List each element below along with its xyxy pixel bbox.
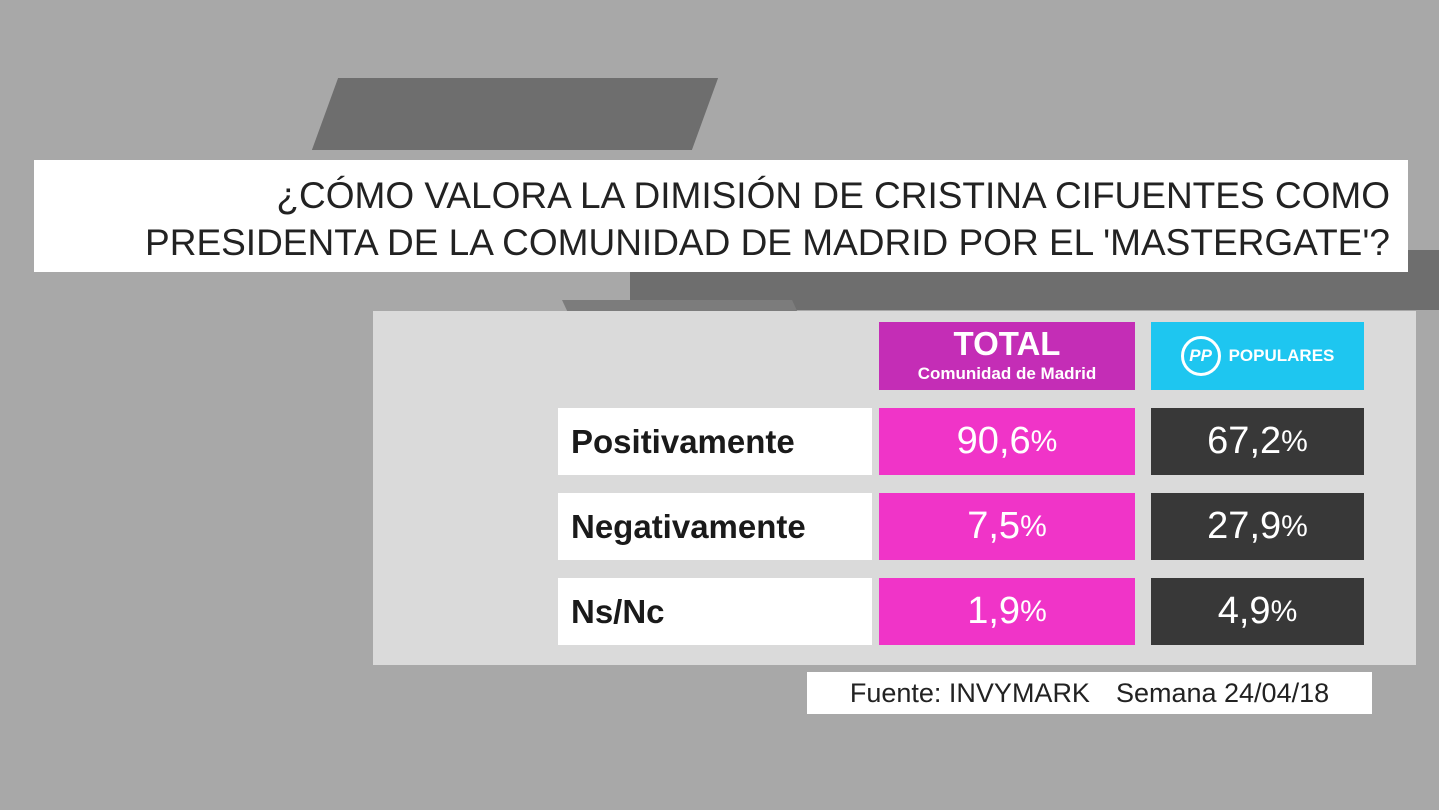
title-line: ¿CÓMO VALORA LA DIMISIÓN DE CRISTINA CIF… xyxy=(276,175,1390,216)
value-cell: 4,9% xyxy=(1151,578,1364,645)
column-header: PP POPULARES xyxy=(1151,322,1364,390)
unit: % xyxy=(1020,509,1047,543)
column-header: TOTAL Comunidad de Madrid xyxy=(879,322,1135,390)
value-cell: 7,5% xyxy=(879,493,1135,560)
value-cell: 27,9% xyxy=(1151,493,1364,560)
value-cell: 1,9% xyxy=(879,578,1135,645)
value-cell: 90,6% xyxy=(879,408,1135,475)
date: Semana 24/04/18 xyxy=(1115,677,1330,708)
value: 27,9 xyxy=(1207,505,1282,547)
row-label: Positivamente xyxy=(558,408,872,475)
title: ¿CÓMO VALORA LA DIMISIÓN DE CRISTINA CIF… xyxy=(34,160,1408,272)
unit: % xyxy=(1270,594,1298,628)
background-shape xyxy=(311,78,719,150)
value: 67,2 xyxy=(1207,420,1282,462)
party-logo: PP xyxy=(1180,336,1221,376)
column-subtitle: Comunidad de Madrid xyxy=(917,364,1097,383)
column-title: TOTAL xyxy=(953,325,1061,362)
value-cell: 67,2% xyxy=(1151,408,1364,475)
value: 4,9 xyxy=(1217,590,1271,632)
unit: % xyxy=(1020,594,1047,628)
row-label: Negativamente xyxy=(558,493,872,560)
title-line: PRESIDENTA DE LA COMUNIDAD DE MADRID POR… xyxy=(145,222,1390,263)
row-label: Ns/Nc xyxy=(558,578,872,645)
value: 90,6 xyxy=(956,420,1031,462)
unit: % xyxy=(1281,424,1308,458)
column-title: POPULARES xyxy=(1228,346,1335,365)
value: 7,5 xyxy=(967,505,1021,547)
value: 1,9 xyxy=(967,590,1021,632)
unit: % xyxy=(1030,424,1058,458)
footer: Fuente: INVYMARK Semana 24/04/18 xyxy=(807,672,1372,714)
source: Fuente: INVYMARK xyxy=(849,677,1090,708)
unit: % xyxy=(1281,509,1308,543)
